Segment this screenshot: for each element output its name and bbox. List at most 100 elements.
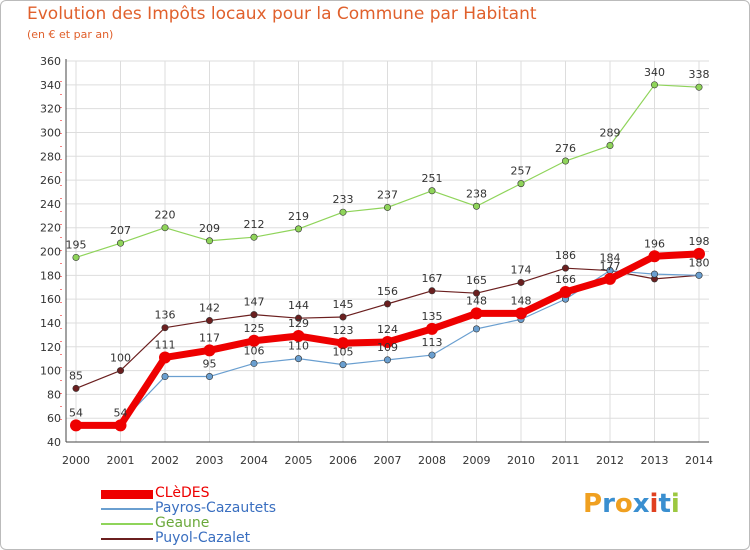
series-point-cledes: [559, 285, 572, 298]
data-label: 166: [555, 273, 576, 286]
data-label: 165: [466, 274, 487, 287]
data-label: 289: [600, 127, 621, 140]
x-tick-label: 2004: [240, 454, 268, 467]
series-point-cledes: [70, 419, 82, 432]
axis-layer: 40 60 80 100 120 140 160 180 200 220 240 260 280 300 3…: [40, 55, 713, 467]
series-point-cledes: [381, 335, 394, 348]
data-label: 145: [333, 298, 354, 311]
x-tick-label: 2003: [196, 454, 224, 467]
x-tick-label: 2001: [107, 454, 135, 467]
logo-letter: o: [614, 489, 633, 519]
y-tick-label: 40: [47, 436, 61, 449]
data-label: 340: [644, 66, 665, 79]
data-label: 111: [155, 338, 176, 351]
legend-label-payros-cazautets: Payros-Cazautets: [155, 500, 277, 516]
series-point-2: [472, 202, 480, 210]
x-tick-label: 2012: [596, 454, 624, 467]
logo-letter: r: [602, 489, 615, 519]
series-point-2: [383, 203, 391, 211]
series-point-cledes: [426, 322, 438, 335]
data-label: 220: [155, 209, 176, 222]
series-point-2: [294, 225, 302, 233]
y-tick-label: 300: [40, 126, 61, 139]
series-point-cledes: [693, 247, 705, 260]
data-label: 124: [377, 323, 398, 336]
data-label: 156: [377, 285, 398, 298]
data-label: 195: [66, 238, 87, 251]
series-point-3: [561, 264, 569, 272]
series-point-cledes: [604, 272, 616, 285]
data-label: 136: [155, 309, 176, 322]
data-label: 95: [203, 358, 217, 371]
series-point-2: [695, 83, 703, 91]
data-label: 100: [110, 352, 131, 365]
x-tick-label: 2014: [685, 454, 713, 467]
series-point-1: [472, 325, 480, 333]
x-tick-label: 2008: [418, 454, 446, 467]
data-label: 147: [244, 296, 265, 309]
series-point-2: [161, 224, 169, 232]
series-point-cledes: [114, 419, 127, 432]
data-label: 186: [555, 249, 576, 262]
x-tick-label: 2010: [507, 454, 535, 467]
data-label: 106: [244, 344, 265, 357]
data-label: 276: [555, 142, 576, 155]
legend-swatch-cledes: [101, 490, 153, 499]
series-point-1: [339, 361, 347, 369]
y-tick-label: 160: [40, 293, 61, 306]
data-label: 233: [333, 193, 354, 206]
series-point-1: [161, 373, 169, 381]
legend-swatch-puyol-cazalet: [101, 538, 153, 540]
series-point-1: [383, 356, 391, 364]
data-label: 117: [199, 331, 220, 344]
data-label: 54: [114, 406, 128, 419]
x-tick-label: 2006: [329, 454, 357, 467]
legend-swatch-payros-cazautets: [101, 508, 153, 510]
x-tick-label: 2002: [151, 454, 179, 467]
series-point-3: [472, 289, 480, 297]
series-point-3: [250, 311, 258, 319]
series-point-1: [206, 373, 214, 381]
chart-title: Evolution des Impôts locaux pour la Comm…: [27, 4, 537, 24]
series-point-1: [294, 355, 302, 363]
y-tick-label: 280: [40, 150, 61, 163]
series-point-cledes: [515, 307, 527, 320]
y-tick-label: 360: [40, 55, 61, 68]
series-point-2: [117, 239, 125, 247]
logo-letter: P: [583, 489, 603, 519]
series-point-cledes: [159, 351, 171, 364]
series-point-cledes: [470, 307, 483, 320]
series-point-2: [428, 187, 436, 195]
series-point-3: [72, 384, 80, 392]
series-point-3: [206, 317, 214, 325]
x-tick-label: 2000: [62, 454, 90, 467]
data-label: 198: [689, 235, 710, 248]
data-label: 180: [689, 256, 710, 269]
x-tick-label: 2007: [374, 454, 402, 467]
legend-label-cledes: CLèDES: [155, 485, 210, 501]
y-tick-label: 340: [40, 79, 61, 92]
data-label: 105: [333, 346, 354, 359]
legend-label-geaune: Geaune: [155, 515, 210, 531]
series-point-2: [606, 142, 614, 150]
logo-letter: t: [658, 489, 671, 519]
logo-letter: i: [649, 489, 659, 519]
series-point-2: [250, 233, 258, 241]
x-tick-label: 2011: [552, 454, 580, 467]
series-point-2: [561, 157, 569, 165]
series-point-3: [517, 278, 525, 286]
y-tick-label: 100: [40, 365, 61, 378]
data-label: 123: [333, 324, 354, 337]
data-label: 174: [511, 263, 532, 276]
data-label: 196: [644, 237, 665, 250]
series-point-cledes: [292, 330, 305, 343]
data-label: 54: [69, 406, 83, 419]
data-label: 219: [288, 210, 309, 223]
data-label: 338: [689, 68, 710, 81]
data-label: 251: [422, 172, 443, 185]
series-point-3: [294, 314, 302, 322]
x-tick-label: 2009: [463, 454, 491, 467]
data-label-layer: 54 54 111 117 125 129 123 124 135 148 148 166 177 196…: [66, 66, 710, 420]
series-point-2: [72, 253, 80, 261]
